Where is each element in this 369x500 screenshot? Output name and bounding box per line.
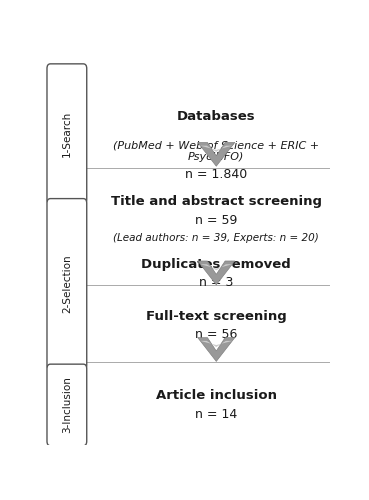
Text: Databases: Databases — [177, 110, 256, 123]
Text: n = 1.840: n = 1.840 — [185, 168, 247, 181]
Text: n = 3: n = 3 — [199, 276, 234, 288]
Text: Article inclusion: Article inclusion — [156, 389, 277, 402]
Polygon shape — [198, 261, 235, 285]
Text: n = 59: n = 59 — [195, 214, 238, 227]
Polygon shape — [200, 341, 232, 347]
Text: 3-Inclusion: 3-Inclusion — [62, 376, 72, 434]
Text: n = 56: n = 56 — [195, 328, 238, 340]
Text: Full-text screening: Full-text screening — [146, 310, 287, 324]
Text: Title and abstract screening: Title and abstract screening — [111, 195, 322, 208]
Text: Duplicates removed: Duplicates removed — [141, 258, 291, 272]
FancyBboxPatch shape — [47, 64, 87, 204]
Polygon shape — [200, 146, 232, 152]
Text: 2-Selection: 2-Selection — [62, 255, 72, 314]
Polygon shape — [198, 338, 235, 361]
FancyBboxPatch shape — [47, 198, 87, 370]
Polygon shape — [198, 142, 235, 167]
Text: n = 14: n = 14 — [195, 408, 237, 422]
FancyBboxPatch shape — [47, 364, 87, 446]
Text: (Lead authors: n = 39, Experts: n = 20): (Lead authors: n = 39, Experts: n = 20) — [113, 234, 319, 243]
Text: 1-Search: 1-Search — [62, 111, 72, 157]
Polygon shape — [200, 264, 232, 270]
Text: (PubMed + Web of Science + ERIC +
PsycINFO): (PubMed + Web of Science + ERIC + PsycIN… — [113, 141, 319, 163]
